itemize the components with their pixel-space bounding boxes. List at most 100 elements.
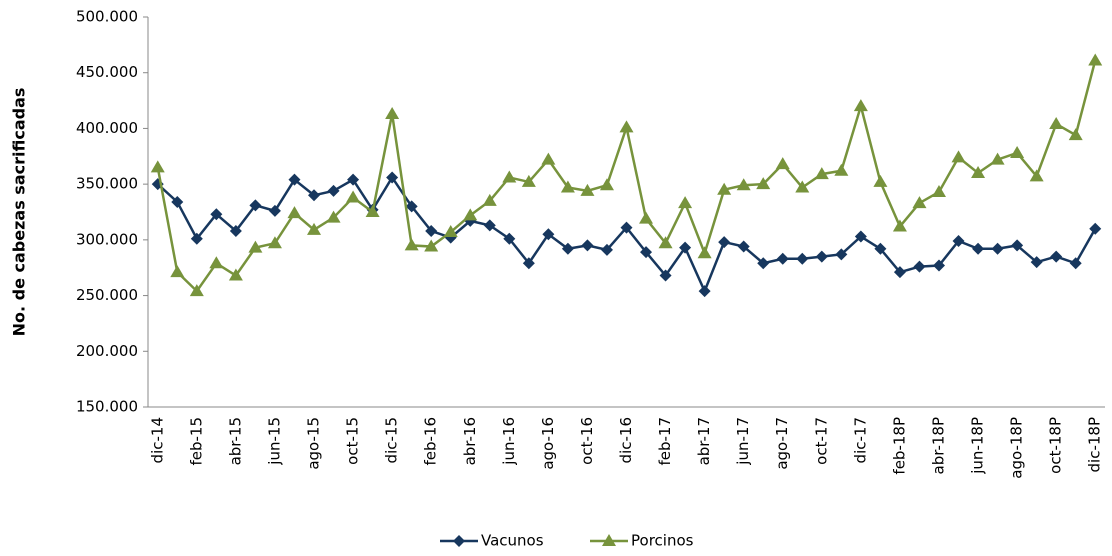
point <box>640 246 653 259</box>
y-tick-label: 450.000 <box>76 63 138 81</box>
point <box>209 256 224 269</box>
point <box>1089 222 1102 235</box>
point <box>913 260 926 273</box>
point <box>912 196 927 209</box>
point <box>991 242 1004 255</box>
y-tick-label: 300.000 <box>76 230 138 248</box>
point <box>990 152 1005 165</box>
point <box>1049 116 1064 129</box>
point <box>581 239 594 252</box>
legend-marker <box>602 534 616 546</box>
point <box>542 228 555 241</box>
point <box>503 232 516 245</box>
point <box>249 199 262 212</box>
x-tick-label: abr-17 <box>695 417 713 465</box>
point <box>951 150 966 163</box>
point <box>600 243 613 256</box>
point <box>386 171 399 184</box>
point <box>873 174 888 187</box>
point <box>307 222 322 235</box>
point <box>853 99 868 112</box>
point <box>483 219 496 232</box>
point <box>287 206 302 219</box>
x-tick-label: dic-18P <box>1086 417 1104 472</box>
point <box>796 252 809 265</box>
point <box>521 174 536 187</box>
point <box>932 259 945 272</box>
x-tick-label: feb-18P <box>890 417 908 475</box>
x-tick-label: oct-18P <box>1047 417 1065 474</box>
point <box>737 240 750 253</box>
point <box>698 285 711 298</box>
point <box>717 182 732 195</box>
point <box>972 242 985 255</box>
point <box>267 236 282 249</box>
point <box>171 195 184 208</box>
y-tick-label: 350.000 <box>76 175 138 193</box>
x-tick-label: ago-18P <box>1008 417 1026 479</box>
point <box>365 205 380 217</box>
legend-marker <box>453 535 465 547</box>
point <box>1050 250 1063 263</box>
point <box>1068 128 1083 141</box>
point <box>952 234 965 247</box>
x-tick-label: jun-18P <box>969 417 987 475</box>
point <box>1088 53 1103 66</box>
point <box>326 210 341 223</box>
point <box>541 152 556 165</box>
x-tick-label: abr-15 <box>226 417 244 465</box>
point <box>874 242 887 255</box>
point <box>288 173 301 186</box>
point <box>560 180 575 193</box>
x-tick-label: ago-15 <box>305 417 323 470</box>
point <box>327 184 340 197</box>
point <box>346 190 361 203</box>
x-tick-label: dic-16 <box>617 417 635 463</box>
point <box>228 268 243 281</box>
point <box>189 284 204 297</box>
point <box>482 193 497 206</box>
point <box>502 170 517 183</box>
point <box>835 248 848 261</box>
point <box>1030 256 1043 269</box>
point <box>757 257 770 270</box>
y-tick-label: 500.000 <box>76 8 138 26</box>
point <box>404 238 419 251</box>
series-line <box>156 175 1097 295</box>
point <box>425 224 438 237</box>
point <box>308 189 321 202</box>
point <box>619 120 634 133</box>
x-tick-label: oct-15 <box>344 417 362 465</box>
point <box>678 196 693 209</box>
point <box>1011 239 1024 252</box>
point <box>443 225 458 238</box>
x-tick-label: ago-16 <box>539 417 557 470</box>
point <box>1029 169 1044 182</box>
point <box>795 180 810 193</box>
x-tick-label: oct-16 <box>578 417 596 465</box>
x-tick-label: feb-17 <box>656 417 674 466</box>
point <box>854 230 867 243</box>
point <box>1010 145 1025 158</box>
y-tick-label: 400.000 <box>76 119 138 137</box>
x-tick-label: jun-15 <box>265 417 283 466</box>
x-tick-label: jun-16 <box>500 417 518 466</box>
point <box>659 269 672 282</box>
x-tick-label: jun-17 <box>734 417 752 466</box>
point <box>170 265 185 278</box>
point <box>405 200 418 213</box>
point <box>210 208 223 221</box>
x-tick-label: abr-16 <box>461 417 479 465</box>
point <box>679 241 692 254</box>
point <box>229 224 242 237</box>
y-axis-label: No. de cabezas sacrificadas <box>10 88 29 337</box>
x-tick-label: oct-17 <box>812 417 830 465</box>
point <box>1069 257 1082 270</box>
point <box>756 177 771 190</box>
point <box>892 219 907 232</box>
point <box>561 242 574 255</box>
y-tick-label: 200.000 <box>76 342 138 360</box>
point <box>639 211 654 224</box>
point <box>834 163 849 176</box>
